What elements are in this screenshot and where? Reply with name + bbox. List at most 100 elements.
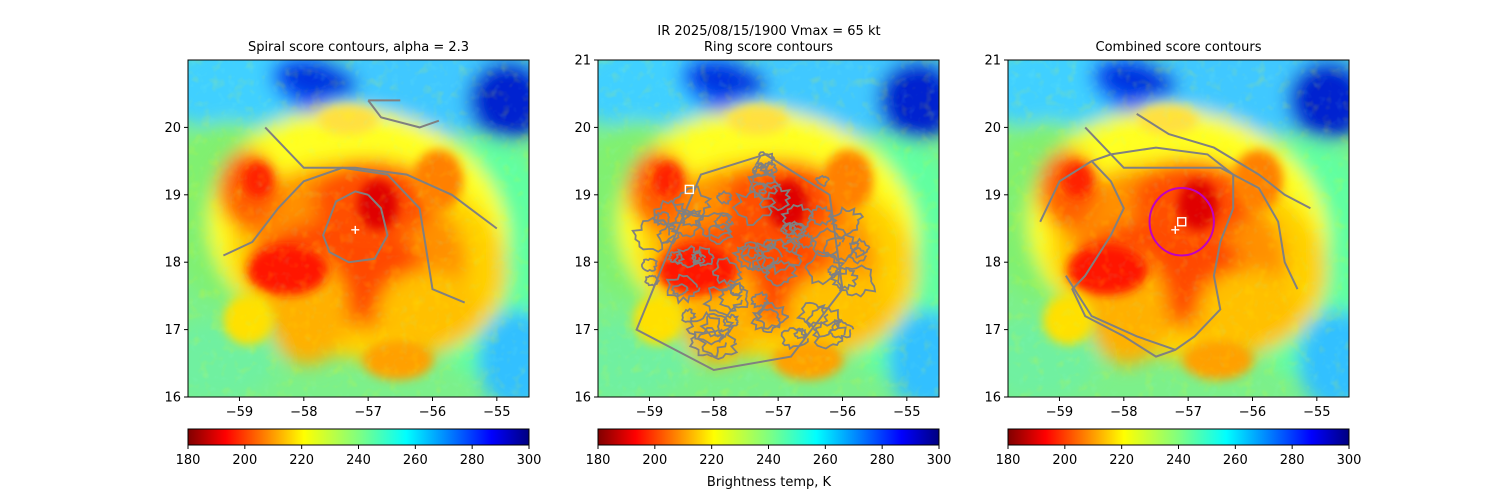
colorbar-tick-label: 240	[346, 453, 371, 468]
contour-line	[222, 166, 466, 304]
contour-line	[635, 153, 844, 372]
contour-line	[264, 126, 498, 230]
center-marker	[684, 184, 695, 195]
center-marker	[351, 225, 360, 234]
colorbar-tick-label: 220	[289, 453, 314, 468]
contour-line	[847, 246, 868, 265]
contour-line	[665, 273, 701, 305]
colorbar-tick-label: 200	[232, 453, 257, 468]
x-tick-label: −58	[290, 405, 317, 420]
y-tick-label: 18	[984, 256, 1001, 271]
contour-line	[837, 264, 877, 298]
x-tick-label: −57	[764, 405, 791, 420]
colorbar-tick-label: 260	[813, 453, 838, 468]
axes-frame	[187, 59, 530, 398]
panel-title: Combined score contours	[1096, 40, 1262, 55]
x-tick-label: −59	[1046, 405, 1073, 420]
contour-line	[788, 221, 808, 237]
contour-line	[795, 301, 829, 329]
colorbar	[1007, 428, 1350, 446]
colorbar-tick-label: 240	[1166, 453, 1191, 468]
panels: Spiral score contours, alpha = 2.3 −59 −58…	[164, 40, 1362, 468]
contour-line	[1136, 113, 1311, 210]
x-tick-label: −59	[226, 405, 253, 420]
colorbar-tick-label: 280	[870, 453, 895, 468]
contour-line	[796, 231, 815, 250]
x-tick-label: −59	[636, 405, 663, 420]
contour-line	[696, 326, 739, 360]
contour-line	[805, 306, 843, 338]
colorbar-label: Brightness temp, K	[707, 475, 832, 490]
y-tick-label: 18	[574, 256, 591, 271]
contour-line	[807, 204, 834, 226]
axes-frame	[1007, 59, 1350, 398]
colorbar-tick-label: 180	[176, 453, 201, 468]
ir-image	[598, 60, 939, 397]
contour-line	[685, 310, 725, 346]
contour-line	[1039, 146, 1235, 358]
colorbar	[597, 428, 940, 446]
contour-line	[781, 238, 803, 254]
colorbar-tick-label: 260	[1223, 453, 1248, 468]
contour-line	[750, 308, 782, 333]
contour-line	[322, 190, 389, 264]
x-tick-label: −55	[893, 405, 920, 420]
center-ring	[1148, 187, 1215, 257]
contours	[222, 99, 498, 304]
y-tick-label: 17	[164, 323, 181, 338]
contour-line	[640, 257, 659, 273]
contour-line	[793, 327, 808, 340]
colorbar-tick-label: 240	[756, 453, 781, 468]
axes-frame	[597, 59, 940, 398]
x-tick-label: −56	[1239, 405, 1266, 420]
x-tick-label: −55	[1303, 405, 1330, 420]
contour-line	[699, 312, 735, 338]
contour-line	[761, 238, 777, 251]
contour-line	[804, 249, 846, 286]
contours	[1039, 113, 1311, 358]
colorbar-tick-label: 300	[1337, 453, 1362, 468]
contour-line	[758, 183, 792, 212]
contour-line	[731, 190, 777, 226]
contour-line	[722, 313, 740, 329]
x-tick-label: −56	[419, 405, 446, 420]
contour-line	[667, 211, 704, 238]
x-tick-label: −58	[1110, 405, 1137, 420]
contour-line	[670, 283, 689, 298]
y-tick-label: 21	[984, 54, 1001, 69]
contour-line	[681, 307, 697, 323]
panel-3: Combined score contours −59 −58 −57 −56 −55 16…	[984, 40, 1362, 468]
contour-line	[755, 301, 790, 330]
contour-line	[750, 290, 770, 309]
contour-line	[694, 212, 733, 240]
y-tick-label: 21	[574, 54, 591, 69]
contour-line	[367, 99, 440, 129]
colorbar-tick-label: 180	[996, 453, 1021, 468]
contour-line	[711, 256, 743, 286]
x-tick-label: −58	[700, 405, 727, 420]
contour-line	[764, 259, 799, 287]
x-tick-label: −55	[483, 405, 510, 420]
colorbar-tick-label: 300	[517, 453, 542, 468]
colorbar-tick-label: 280	[460, 453, 485, 468]
panel-title: Spiral score contours, alpha = 2.3	[248, 40, 469, 55]
colorbar-tick-label: 180	[586, 453, 611, 468]
contour-line	[727, 282, 745, 297]
x-tick-label: −57	[354, 405, 381, 420]
contour-line	[692, 245, 715, 267]
contour-line	[716, 190, 733, 205]
contour-line	[754, 151, 776, 168]
colorbar-tick-label: 200	[1052, 453, 1077, 468]
x-tick-label: −57	[1174, 405, 1201, 420]
contour-line	[1084, 126, 1299, 290]
contour-line	[690, 251, 706, 264]
figure-title-line1: IR 2025/08/15/1900 Vmax = 65 kt	[657, 24, 880, 39]
y-tick-label: 19	[574, 188, 591, 203]
colorbar-tick-label: 300	[927, 453, 952, 468]
x-tick-label: −56	[829, 405, 856, 420]
contour-line	[731, 244, 765, 270]
panel-1: Spiral score contours, alpha = 2.3 −59 −58…	[164, 40, 542, 468]
colorbar-tick-label: 220	[699, 453, 724, 468]
y-tick-label: 17	[574, 323, 591, 338]
